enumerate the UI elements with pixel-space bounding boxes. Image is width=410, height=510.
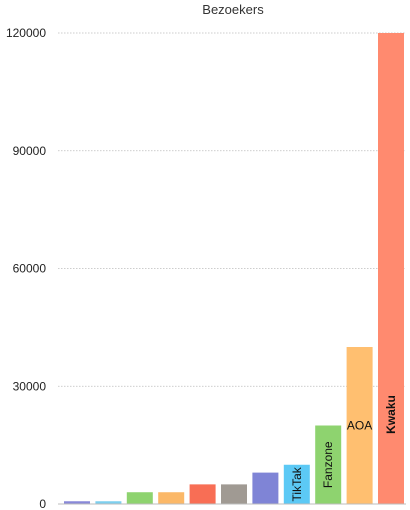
bar bbox=[315, 425, 342, 504]
bar bbox=[126, 492, 153, 504]
y-tick-label: 90000 bbox=[13, 144, 47, 158]
bars: TikTak Fanzone AOA Kwaku bbox=[64, 33, 404, 504]
bar-label: Fanzone bbox=[321, 441, 335, 488]
y-tick-label: 0 bbox=[39, 497, 46, 510]
chart-title: Bezoekers bbox=[202, 2, 264, 17]
y-tick-label: 120000 bbox=[6, 26, 46, 40]
bar bbox=[64, 501, 90, 504]
bar-label: AOA bbox=[347, 419, 372, 433]
y-axis: 0 30000 60000 90000 120000 bbox=[6, 26, 46, 510]
bar bbox=[158, 492, 185, 504]
y-tick-label: 30000 bbox=[13, 379, 47, 393]
bar bbox=[346, 347, 373, 504]
y-tick-label: 60000 bbox=[13, 262, 47, 276]
gridlines bbox=[58, 32, 406, 387]
bar bbox=[252, 472, 279, 504]
bar bbox=[378, 33, 404, 504]
bar bbox=[95, 501, 122, 504]
bar-label: TikTak bbox=[290, 466, 304, 501]
bar bbox=[221, 484, 247, 504]
bar-label: Kwaku bbox=[384, 395, 398, 434]
bar bbox=[283, 464, 310, 504]
bar bbox=[189, 484, 216, 504]
